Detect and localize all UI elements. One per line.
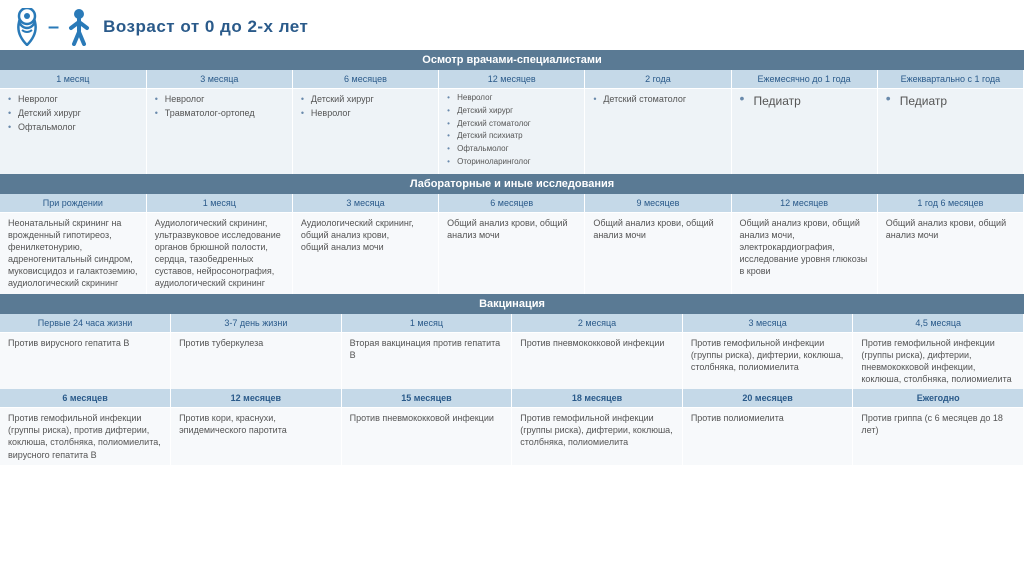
spec-cell-2: Детский хирург Невролог xyxy=(292,89,438,174)
spec-col-2: 6 месяцев xyxy=(292,70,438,89)
lab-cell-3: Общий анализ крови, общий анализ мочи xyxy=(439,212,585,293)
vacc1-col-1: 3-7 день жизни xyxy=(171,314,342,333)
spec-col-5: Ежемесячно до 1 года xyxy=(731,70,877,89)
spec-cell-3: Невролог Детский хирург Детский стоматол… xyxy=(439,89,585,174)
spec-cell-5: Педиатр xyxy=(731,89,877,174)
spec-col-3: 12 месяцев xyxy=(439,70,585,89)
swaddle-icon xyxy=(12,8,42,46)
vacc1-cell-4: Против гемофильной инфекции (группы риск… xyxy=(682,332,853,389)
lab-col-6: 1 год 6 месяцев xyxy=(877,194,1023,213)
lab-cell-1: Аудиологический скрининг, ультразвуковое… xyxy=(146,212,292,293)
spec-cell-0: Невролог Детский хирург Офтальмолог xyxy=(0,89,146,174)
lab-col-3: 6 месяцев xyxy=(439,194,585,213)
vacc1-col-3: 2 месяца xyxy=(512,314,683,333)
spec-col-4: 2 года xyxy=(585,70,731,89)
vacc1-col-4: 3 месяца xyxy=(682,314,853,333)
page-header: – Возраст от 0 до 2-х лет xyxy=(0,0,1024,50)
section-header-vacc: Вакцинация xyxy=(0,294,1024,314)
vacc1-cell-2: Вторая вакцинация против гепатита В xyxy=(341,332,512,389)
spec-table: 1 месяц 3 месяца 6 месяцев 12 месяцев 2 … xyxy=(0,70,1024,174)
vacc2-col-1: 12 месяцев xyxy=(171,389,342,408)
lab-cell-6: Общий анализ крови, общий анализ мочи xyxy=(877,212,1023,293)
vacc1-cell-5: Против гемофильной инфекции (группы риск… xyxy=(853,332,1024,389)
vacc1-cell-0: Против вирусного гепатита В xyxy=(0,332,171,389)
lab-col-0: При рождении xyxy=(0,194,146,213)
lab-col-1: 1 месяц xyxy=(146,194,292,213)
lab-col-5: 12 месяцев xyxy=(731,194,877,213)
vacc2-cell-1: Против кори, краснухи, эпидемического па… xyxy=(171,408,342,465)
vacc-table-2: 6 месяцев 12 месяцев 15 месяцев 18 месяц… xyxy=(0,389,1024,465)
lab-col-4: 9 месяцев xyxy=(585,194,731,213)
vacc1-cell-1: Против туберкулеза xyxy=(171,332,342,389)
spec-cell-4: Детский стоматолог xyxy=(585,89,731,174)
vacc1-col-0: Первые 24 часа жизни xyxy=(0,314,171,333)
age-icons: – xyxy=(12,8,93,46)
vacc2-col-4: 20 месяцев xyxy=(682,389,853,408)
vacc2-col-3: 18 месяцев xyxy=(512,389,683,408)
lab-col-2: 3 месяца xyxy=(292,194,438,213)
vacc1-cell-3: Против пневмококковой инфекции xyxy=(512,332,683,389)
spec-cell-1: Невролог Травматолог-ортопед xyxy=(146,89,292,174)
lab-cell-5: Общий анализ крови, общий анализ мочи, э… xyxy=(731,212,877,293)
vacc2-col-0: 6 месяцев xyxy=(0,389,171,408)
toddler-icon xyxy=(65,8,93,46)
section-header-lab: Лабораторные и иные исследования xyxy=(0,174,1024,194)
vacc1-col-5: 4,5 месяца xyxy=(853,314,1024,333)
vacc2-cell-3: Против гемофильной инфекции (группы риск… xyxy=(512,408,683,465)
dash: – xyxy=(48,16,59,39)
vacc1-col-2: 1 месяц xyxy=(341,314,512,333)
lab-cell-4: Общий анализ крови, общий анализ мочи xyxy=(585,212,731,293)
page-title: Возраст от 0 до 2-х лет xyxy=(103,17,308,37)
vacc-table-1: Первые 24 часа жизни 3-7 день жизни 1 ме… xyxy=(0,314,1024,390)
spec-col-0: 1 месяц xyxy=(0,70,146,89)
spec-col-6: Ежеквартально с 1 года xyxy=(877,70,1023,89)
vacc2-cell-2: Против пневмококковой инфекции xyxy=(341,408,512,465)
vacc2-col-5: Ежегодно xyxy=(853,389,1024,408)
lab-cell-0: Неонатальный скрининг на врожденный гипо… xyxy=(0,212,146,293)
lab-cell-2: Аудиологический скрининг, общий анализ к… xyxy=(292,212,438,293)
spec-col-1: 3 месяца xyxy=(146,70,292,89)
vacc2-cell-0: Против гемофильной инфекции (группы риск… xyxy=(0,408,171,465)
vacc2-cell-5: Против гриппа (с 6 месяцев до 18 лет) xyxy=(853,408,1024,465)
section-header-spec: Осмотр врачами-специалистами xyxy=(0,50,1024,70)
spec-cell-6: Педиатр xyxy=(877,89,1023,174)
vacc2-col-2: 15 месяцев xyxy=(341,389,512,408)
lab-table: При рождении 1 месяц 3 месяца 6 месяцев … xyxy=(0,194,1024,294)
vacc2-cell-4: Против полиомиелита xyxy=(682,408,853,465)
